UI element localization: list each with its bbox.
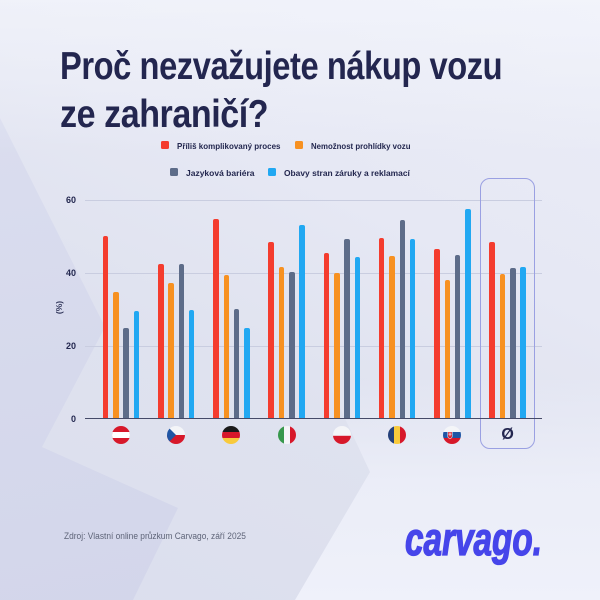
svg-text:carvago.: carvago. [405, 515, 542, 565]
svg-text:(%): (%) [54, 301, 64, 314]
